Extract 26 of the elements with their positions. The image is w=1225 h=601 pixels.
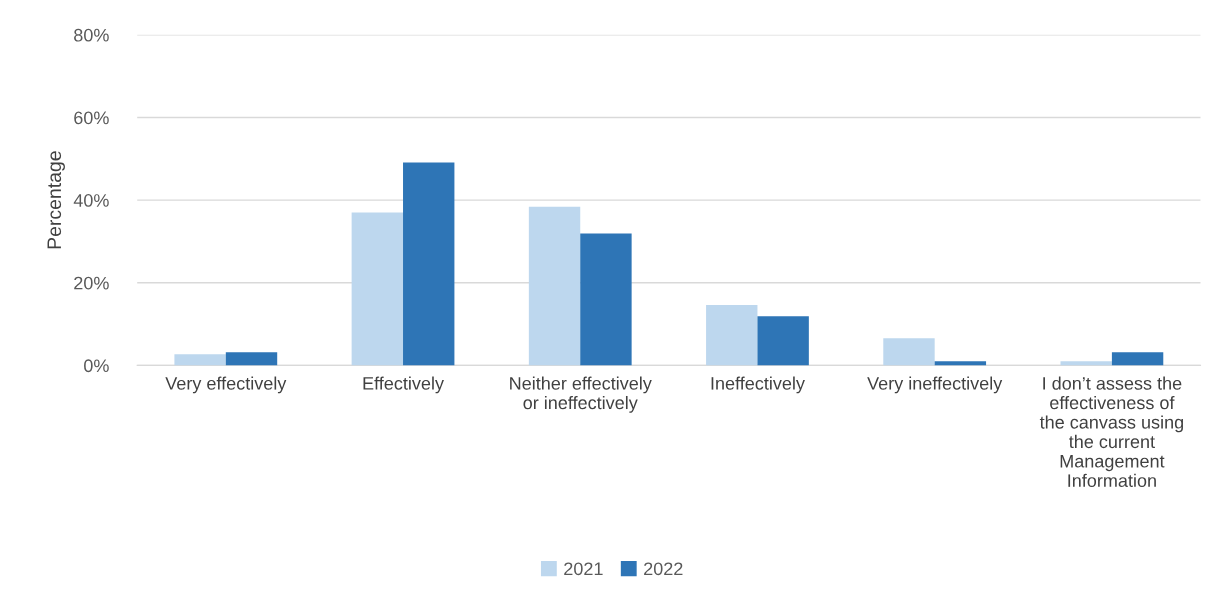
bar (934, 361, 987, 366)
bar (528, 206, 581, 366)
y-tick-label: 80% (74, 28, 109, 42)
x-tick-label: Very effectively (165, 376, 287, 394)
x-tick-label: Neither effectively or ineffectively (510, 376, 652, 413)
legend-label: 2021 (564, 562, 603, 576)
x-tick-label: Very ineffectively (867, 376, 1003, 394)
bar (706, 305, 758, 366)
y-tick-label: 20% (74, 276, 109, 290)
legend-label: 2022 (644, 562, 683, 576)
bar (580, 233, 632, 366)
bar (883, 338, 935, 366)
x-tick-label: Effectively (363, 376, 444, 394)
bar (403, 162, 455, 366)
bar (1060, 361, 1112, 366)
bar (225, 352, 278, 366)
bar (1111, 352, 1164, 366)
x-tick-label: Ineffectively (711, 376, 805, 394)
y-tick-label: 40% (73, 194, 109, 207)
y-axis-title: Percentage (47, 151, 65, 249)
bar (757, 316, 809, 366)
y-tick-label: 60% (74, 111, 109, 125)
x-tick-label: I don’t assess the effectiveness of the canvass using the current Management Information (1039, 376, 1183, 488)
bar (351, 212, 404, 366)
y-tick-label: 0% (84, 359, 109, 373)
bar (174, 354, 226, 366)
